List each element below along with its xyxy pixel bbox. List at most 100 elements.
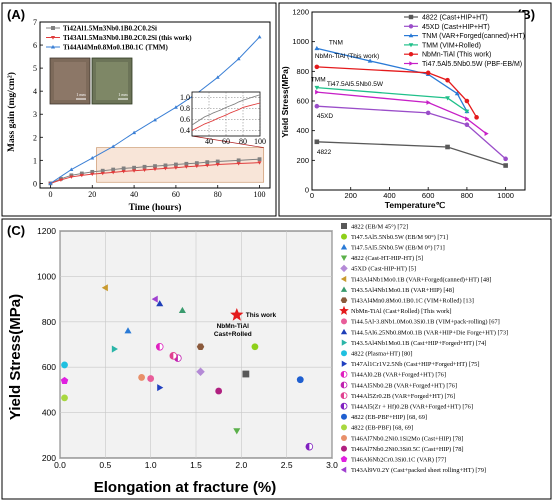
panel-c-legend-label: Ti46Al6Nb2Cr0.3Si0.1C (VAR) [77] bbox=[351, 457, 446, 464]
panel-b-data-point bbox=[484, 131, 489, 137]
panel-b-legend-marker bbox=[408, 14, 414, 20]
panel-c-legend-marker bbox=[341, 360, 348, 367]
panel-a-data-point bbox=[215, 163, 220, 167]
panel-c-x-tick-label: 1.0 bbox=[145, 460, 157, 470]
panel-c-legend-label: Ti44Al5Nb0.2B (VAR+Forged+HT) [76] bbox=[351, 382, 457, 389]
panel-c-data-point bbox=[151, 295, 158, 303]
panel-c-data-point bbox=[196, 367, 205, 376]
panel-c-data-point bbox=[155, 342, 164, 351]
panel-b-data-point bbox=[464, 98, 470, 104]
panel-a-data-point bbox=[100, 171, 105, 176]
panel-a-y-tick-label: 6 bbox=[33, 41, 37, 50]
panel-a-inset-x-tick-label: 80 bbox=[239, 137, 247, 146]
panel-b-data-point bbox=[314, 45, 320, 51]
panel-b-series-line bbox=[316, 91, 487, 135]
panel-c-legend-marker bbox=[341, 435, 347, 441]
panel-b-plot: 0 200 400 600 800 1000 0 200 400 600 800 1000 1200 48… bbox=[292, 8, 526, 200]
panel-b-x-axis-title: Temperature℃ bbox=[385, 200, 446, 210]
panel-b-x-tick-label: 800 bbox=[461, 191, 474, 200]
panel-a-x-axis-title: Time (hours) bbox=[129, 202, 182, 213]
panel-b-data-point bbox=[464, 122, 470, 128]
panel-b-data-point bbox=[464, 109, 470, 114]
panel-b-y-tick-label: 1200 bbox=[292, 8, 309, 17]
panel-a-inset-y-tick-label: 0.6 bbox=[180, 115, 190, 124]
panel-c-data-point bbox=[169, 352, 178, 360]
panel-c-legend-label: Ti43.5Al4Nb1Mo0.1B (Cast+HIP+Forged+HT) … bbox=[351, 340, 486, 347]
panel-a-data-point bbox=[194, 161, 199, 165]
panel-b-legend-marker bbox=[408, 33, 414, 38]
panel-a-data-point bbox=[236, 162, 241, 166]
panel-a-data-point bbox=[173, 166, 178, 170]
panel-a-y-tick-label: 3 bbox=[33, 110, 37, 119]
panel-c-legend-label: Ti46Al7Nb0.2Ni0.3Si0.5C (Cast+HIP) [78] bbox=[351, 446, 464, 453]
panel-c-legend-marker bbox=[341, 233, 347, 240]
panel-c-x-tick-label: 0.5 bbox=[99, 460, 111, 470]
panel-c-legend: 4822 (EB/M 45°) [72] Ti47.5Al5.5Nb0.5W (E… bbox=[339, 223, 508, 474]
panel-b-legend-marker bbox=[408, 52, 414, 57]
panel-a-data-point bbox=[153, 117, 157, 122]
panel-a-data-point bbox=[257, 34, 262, 39]
panel-a-data-point bbox=[48, 181, 53, 185]
panel-b-series-label: NbMn-TiAl (This work) bbox=[315, 53, 379, 60]
panel-b-data-point bbox=[314, 103, 320, 109]
panel-c-x-tick-label: 2.5 bbox=[281, 460, 293, 470]
panel-c-legend-marker bbox=[341, 424, 347, 431]
panel-b-series-label: TMM bbox=[311, 77, 326, 84]
panel-b-data-point bbox=[367, 58, 373, 63]
panel-a-data-point bbox=[90, 169, 95, 174]
panel-c-legend-label: Ti43Al9V0.2Y (Cast+packed sheet rolling+… bbox=[351, 467, 486, 474]
panel-a-data-point bbox=[173, 105, 178, 109]
panel-a-data-point bbox=[205, 163, 210, 168]
panel-a-data-point bbox=[132, 165, 136, 170]
panel-b-series-label: 4822 bbox=[317, 149, 332, 156]
panel-c-legend-label: Ti47.5Al5.5Nb0.5W (EB/M 90°) [71] bbox=[351, 234, 448, 241]
panel-b-y-tick-label: 400 bbox=[296, 126, 309, 135]
panel-c-data-point bbox=[178, 306, 186, 313]
panel-a-data-point bbox=[111, 167, 116, 172]
panel-a-data-point bbox=[194, 164, 199, 169]
panel-a-inset-x-tick-label: 100 bbox=[254, 137, 266, 146]
panel-c-x-tick-label: 3.0 bbox=[326, 460, 338, 470]
panel-a-data-point bbox=[184, 165, 189, 169]
panel-a-y-tick-label: 7 bbox=[33, 18, 37, 27]
panel-a-inset-x-tick-label: 60 bbox=[222, 137, 230, 146]
panel-b-legend-marker bbox=[408, 43, 414, 48]
panel-a-y-axis-title: Mass gain (mg/cm²) bbox=[6, 72, 17, 152]
panel-c-data-point bbox=[233, 428, 241, 435]
panel-a-x-tick-label: 40 bbox=[130, 190, 138, 199]
panel-b-legend-label: Ti47.5Al5.5Nb0.5W (PBF-EB/M) bbox=[422, 61, 522, 68]
panel-a-inset-y-tick-label: 0.8 bbox=[180, 104, 190, 113]
panel-a-y-tick-label: 4 bbox=[33, 87, 37, 96]
panel-a-legend-label: Ti42Al1.5Mn3Nb0.1B0.2C0.2Si bbox=[63, 25, 157, 33]
panel-b-series-line bbox=[316, 105, 507, 160]
panel-a-data-point bbox=[121, 166, 126, 171]
panel-c-legend-marker bbox=[340, 297, 348, 304]
panel-a-data-point bbox=[132, 130, 137, 135]
panel-b-legend-label: TNM (VAR+Forged(canned)+HT) bbox=[422, 33, 525, 40]
panel-c-data-point bbox=[230, 307, 244, 321]
panel-c-legend-label: Ti44.5Al-3.8Nb1.0Mo0.3Si0.1B (VIM+pack-r… bbox=[351, 319, 500, 326]
panel-b-legend-marker bbox=[408, 24, 414, 29]
panel-c-legend-marker bbox=[340, 455, 348, 462]
panel-a-legend-label: Ti43Al1.5Mn3Nb0.1B0.2C0.2Si (this work) bbox=[63, 34, 192, 42]
panel-a-data-point bbox=[111, 170, 116, 175]
panel-a-sample-photo-right-inner bbox=[96, 62, 128, 100]
panel-a-data-point bbox=[236, 56, 241, 61]
panel-b-y-tick-label: 600 bbox=[296, 97, 309, 106]
panel-c-highlight-annotation-line1: NbMn-TiAl bbox=[217, 323, 250, 330]
panel-c-data-point bbox=[296, 376, 304, 384]
panel-c-legend-label: 45XD (Cast-HIP-HT) [5] bbox=[351, 266, 416, 273]
panel-a-data-point bbox=[236, 158, 241, 163]
panel-a-data-point bbox=[69, 167, 74, 171]
panel-c-legend-marker bbox=[341, 413, 347, 420]
panel-b-data-point bbox=[314, 85, 320, 91]
panel-c-legend-marker bbox=[341, 223, 347, 229]
panel-c-legend-marker bbox=[340, 275, 347, 283]
panel-a-data-point bbox=[132, 169, 137, 173]
panel-c-legend-marker bbox=[340, 328, 348, 335]
panel-c-highlight-annotation-line2: Cast+Rolled bbox=[214, 331, 252, 338]
panel-b-legend-label: 4822 (Cast+HIP+HT) bbox=[422, 15, 488, 22]
panel-c-data-point bbox=[215, 387, 223, 395]
panel-c-legend-marker bbox=[340, 466, 347, 473]
